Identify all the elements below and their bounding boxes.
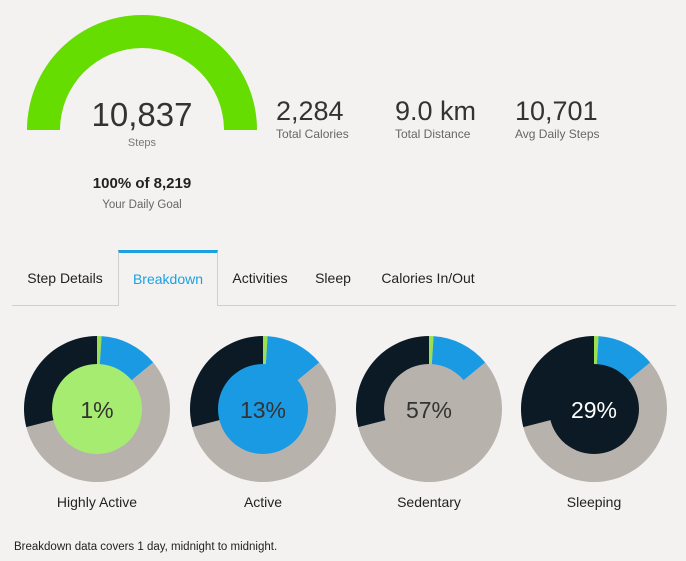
donut-percent: 13% <box>240 397 286 423</box>
donut-percent: 1% <box>80 397 113 423</box>
stat-label: Total Calories <box>276 127 349 141</box>
steps-gauge: 10,837 Steps 100% of 8,219 Your Daily Go… <box>22 10 262 220</box>
stat-value: 10,701 <box>515 96 598 126</box>
steps-label: Steps <box>127 137 157 149</box>
goal-value: 100% of 8,219 <box>92 175 192 192</box>
donut-sedentary: 57% Sedentary <box>356 336 502 510</box>
stat-label: Total Distance <box>395 127 471 141</box>
donut-chart: 57% <box>356 336 502 482</box>
donut-highly-active: 1% Highly Active <box>24 336 170 510</box>
stat-total-distance: 9.0 km Total Distance <box>395 96 476 141</box>
donut-label: Active <box>243 494 283 510</box>
tab-bar: Step Details Breakdown Activities Sleep … <box>12 250 676 307</box>
tab-calories-in-out[interactable]: Calories In/Out <box>381 270 475 286</box>
tab-activities[interactable]: Activities <box>232 270 288 286</box>
donut-center <box>52 364 142 454</box>
donut-sleeping: 29% Sleeping <box>521 336 667 510</box>
donut-center <box>384 364 474 454</box>
stat-label: Avg Daily Steps <box>515 127 600 141</box>
stat-value: 9.0 km <box>395 96 477 126</box>
donut-percent: 57% <box>406 397 452 423</box>
donut-chart: 1% <box>24 336 170 482</box>
donut-center <box>218 364 308 454</box>
breakdown-footnote: Breakdown data covers 1 day, midnight to… <box>14 541 278 553</box>
stat-avg-daily-steps: 10,701 Avg Daily Steps <box>515 96 600 141</box>
steps-value: 10,837 <box>91 96 193 133</box>
donut-label: Sedentary <box>397 494 461 510</box>
tab-sleep[interactable]: Sleep <box>315 270 351 286</box>
stat-value: 2,284 <box>276 96 344 126</box>
gauge-progress-fill <box>27 15 257 130</box>
goal-label: Your Daily Goal <box>102 199 182 211</box>
donut-active: 13% Active <box>190 336 336 510</box>
donut-chart: 29% <box>521 336 667 482</box>
donut-center <box>549 364 639 454</box>
donut-label: Highly Active <box>56 494 138 510</box>
gauge-arc <box>27 15 257 130</box>
stat-total-calories: 2,284 Total Calories <box>276 96 349 141</box>
donut-percent: 29% <box>571 397 617 423</box>
donut-label: Sleeping <box>566 494 622 510</box>
tab-step-details[interactable]: Step Details <box>27 270 103 286</box>
tab-breakdown[interactable]: Breakdown <box>118 250 218 307</box>
donut-chart: 13% <box>190 336 336 482</box>
